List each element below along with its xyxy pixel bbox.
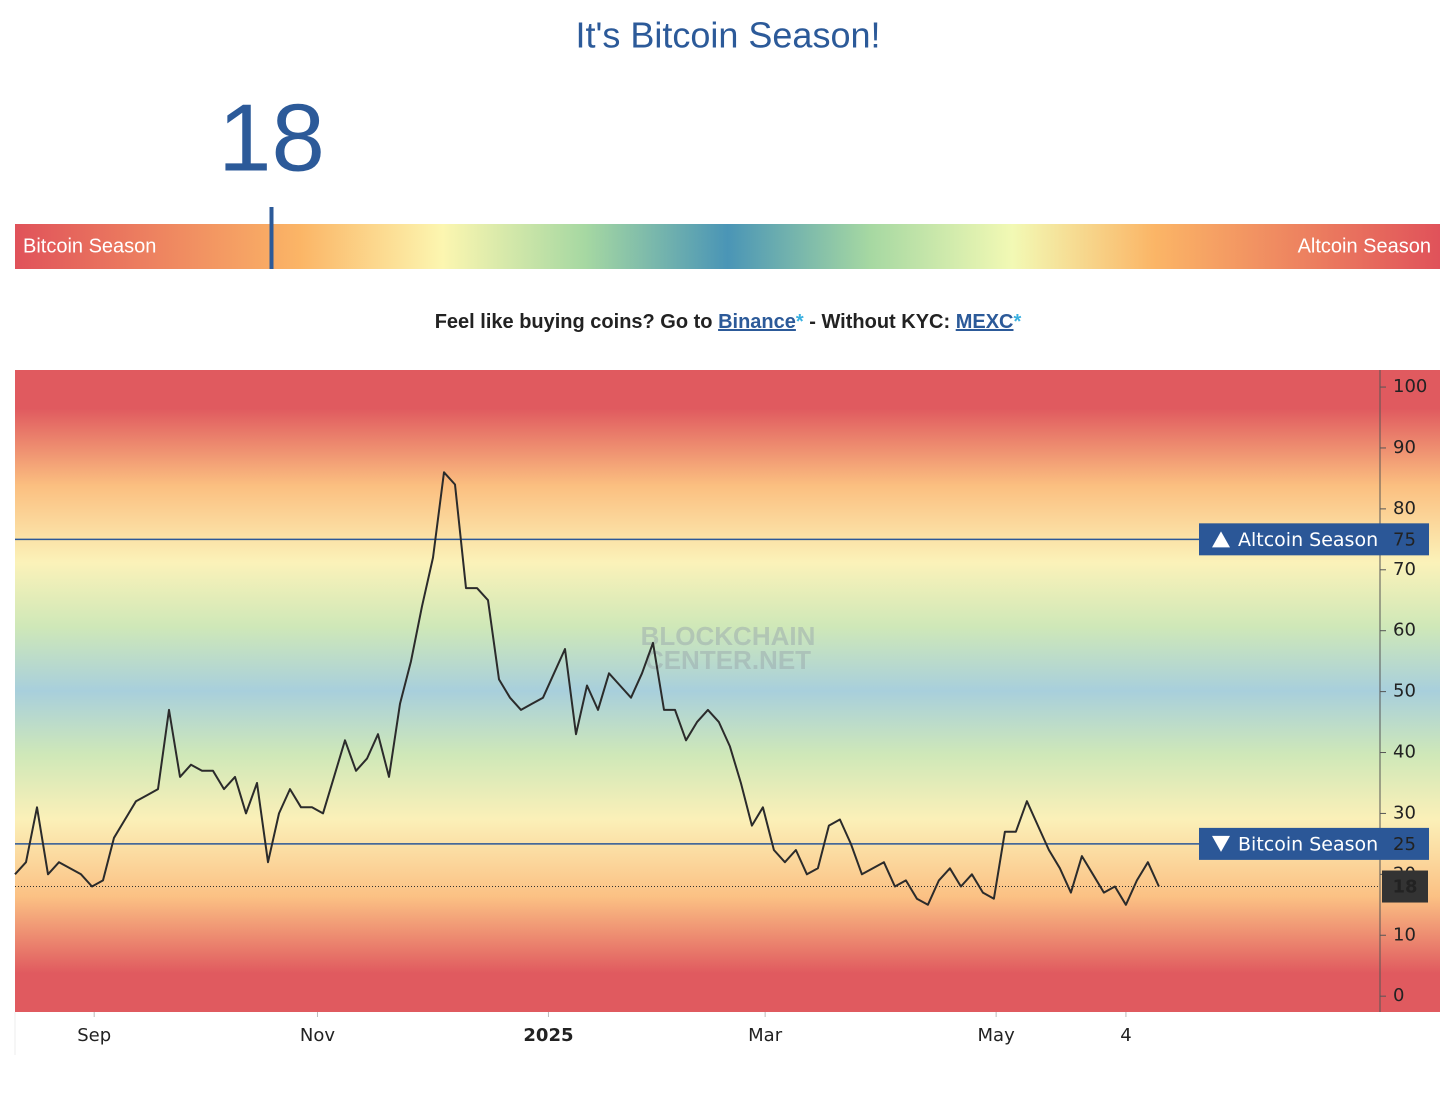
y-tick-label: 0: [1393, 985, 1404, 1006]
index-line: [14, 471, 1160, 906]
y-tick-label: 80: [1393, 498, 1416, 519]
y-tick-label: 90: [1393, 437, 1416, 458]
promo-line: Feel like buying coins? Go to Binance* -…: [435, 311, 1022, 333]
threshold-icon: [1212, 835, 1230, 852]
x-tick-label: Mar: [748, 1025, 783, 1046]
promo-text: - Without KYC:: [804, 311, 956, 333]
threshold-label: Bitcoin Season: [1238, 833, 1378, 855]
threshold-icon: [1212, 531, 1230, 548]
page-title: It's Bitcoin Season!: [575, 15, 880, 56]
y-tick-label: 30: [1393, 802, 1416, 823]
x-tick-label: May: [978, 1025, 1016, 1046]
current-value-box: [1382, 870, 1428, 903]
chart-background: [15, 370, 1440, 1012]
current-value-label: 18: [1392, 877, 1417, 898]
threshold-value: 75: [1393, 529, 1416, 550]
x-tick-label: 4: [1120, 1025, 1131, 1046]
promo-text: Feel like buying coins? Go to: [435, 311, 718, 333]
y-tick-label: 50: [1393, 681, 1416, 702]
threshold-label-box: [1199, 827, 1429, 860]
threshold-value: 25: [1393, 834, 1416, 855]
y-tick-label: 60: [1393, 620, 1416, 641]
index-value: 18: [218, 84, 325, 191]
gauge-needle: [269, 207, 274, 269]
threshold-label-box: [1199, 523, 1429, 556]
link-mark: *: [796, 311, 804, 333]
binance-link[interactable]: Binance: [718, 311, 796, 333]
gauge-left-label: Bitcoin Season: [23, 235, 156, 257]
link-mark: *: [1014, 311, 1022, 333]
y-tick-label: 100: [1393, 376, 1427, 397]
x-tick-label: Nov: [300, 1025, 335, 1046]
x-tick-label: Sep: [77, 1025, 111, 1046]
watermark: CENTER.NET: [645, 645, 811, 675]
threshold-label: Altcoin Season: [1238, 529, 1378, 551]
gauge-bar: [15, 224, 1440, 269]
gauge-right-label: Altcoin Season: [1298, 235, 1431, 257]
y-tick-label: 10: [1393, 924, 1416, 945]
y-tick-label: 70: [1393, 559, 1416, 580]
mexc-link[interactable]: MEXC: [956, 311, 1014, 333]
y-tick-label: 40: [1393, 742, 1416, 763]
watermark: BLOCKCHAIN: [641, 621, 816, 651]
x-tick-label: 2025: [523, 1025, 573, 1046]
